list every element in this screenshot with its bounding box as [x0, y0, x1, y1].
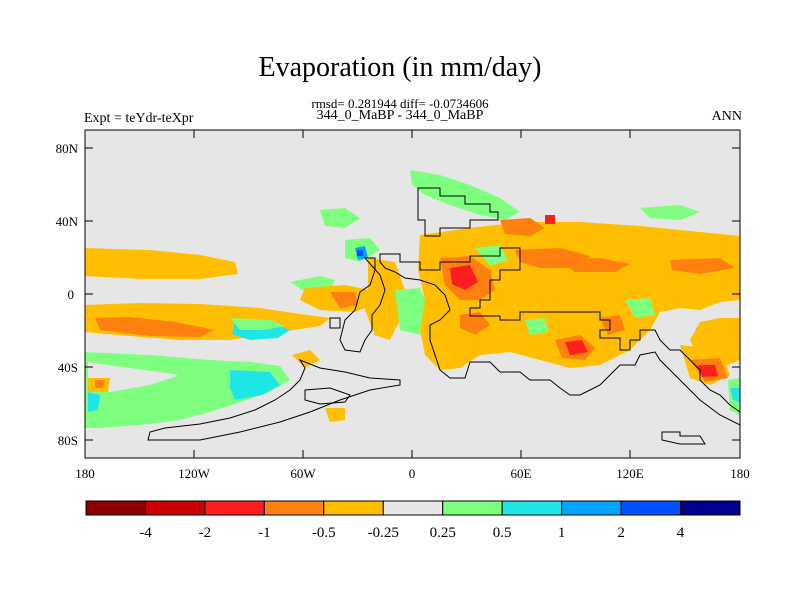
contour-fill — [560, 258, 630, 272]
y-tick-labels: 80N 40N 0 40S 80S — [56, 141, 79, 448]
colorbar-swatch — [323, 500, 384, 516]
x-tick-label: 180 — [730, 466, 750, 481]
contour-fill — [525, 318, 548, 335]
land-outline — [304, 387, 351, 405]
y-tick-label: 80S — [58, 433, 78, 448]
y-tick-marks — [85, 147, 740, 441]
cases-subtitle: 344_0_MaBP - 344_0_MaBP — [316, 108, 484, 123]
x-tick-label: 60E — [511, 466, 532, 481]
colorbar-label: -0.5 — [312, 525, 336, 541]
colorbar-label: 0.5 — [493, 525, 512, 541]
contour-fill — [640, 205, 700, 220]
colorbar-label: -4 — [139, 525, 152, 541]
contour-fill — [625, 298, 655, 318]
contour-fill — [460, 312, 490, 335]
contour-fill — [410, 170, 520, 220]
colorbar-label: -1 — [258, 525, 271, 541]
colorbar: -4 -2 -1 -0.5 -0.25 0.25 0.5 1 2 4 — [85, 500, 741, 541]
continent-outlines — [147, 187, 741, 445]
contour-fill — [85, 248, 238, 279]
colorbar-swatch — [204, 500, 265, 516]
colorbar-label: 4 — [677, 525, 685, 541]
contour-fill — [545, 215, 555, 224]
contour-fill — [698, 365, 718, 377]
colorbar-swatch — [144, 500, 206, 516]
contour-fill — [95, 380, 105, 388]
colorbar-swatch — [382, 500, 444, 516]
colorbar-swatch — [442, 500, 503, 516]
x-tick-label: 0 — [409, 466, 416, 481]
land-outline — [417, 187, 499, 237]
y-tick-label: 40N — [56, 214, 79, 229]
season-label: ANN — [711, 109, 742, 124]
colorbar-swatch — [561, 500, 622, 516]
land-outline — [147, 358, 401, 441]
colorbar-swatch — [620, 500, 682, 516]
colorbar-label: 1 — [558, 525, 566, 541]
contour-fill — [565, 340, 588, 355]
contour-fill — [95, 317, 215, 337]
contour-fill — [357, 250, 363, 256]
x-tick-labels: 180 120W 60W 0 60E 120E 180 — [75, 466, 750, 481]
y-tick-label: 40S — [58, 360, 78, 375]
y-tick-label: 80N — [56, 141, 79, 156]
land-outline — [329, 317, 341, 329]
x-tick-label: 180 — [75, 466, 95, 481]
x-tick-marks — [84, 130, 741, 458]
contour-fill — [365, 258, 405, 340]
contour-fill — [330, 292, 358, 308]
stats-subtitle: rmsd= 0.281944 diff= -0.0734606 — [311, 96, 489, 111]
colorbar-label: -2 — [199, 525, 212, 541]
contour-fill — [88, 362, 180, 392]
contour-fill — [230, 318, 285, 330]
contour-fill — [450, 265, 478, 290]
y-tick-label: 0 — [68, 287, 75, 302]
contour-fill — [292, 350, 320, 368]
land-outline — [661, 431, 706, 445]
x-tick-label: 60W — [290, 466, 316, 481]
contour-fill — [230, 370, 280, 400]
land-outline — [379, 247, 741, 426]
contour-fill — [88, 392, 100, 412]
contour-fill — [325, 408, 345, 422]
contour-fill — [670, 258, 735, 274]
colorbar-swatch — [501, 500, 563, 516]
colorbar-label: -0.25 — [368, 525, 399, 541]
colorbar-swatch — [85, 500, 146, 516]
evaporation-field — [85, 130, 740, 458]
contour-fill — [730, 388, 740, 402]
colorbar-swatch — [680, 500, 741, 516]
contour-fill — [500, 218, 545, 236]
colorbar-label: 2 — [617, 525, 625, 541]
colorbar-label: 0.25 — [430, 525, 456, 541]
contour-fill — [320, 208, 360, 228]
experiment-label: Expt = teYdr-teXpr — [84, 111, 194, 126]
land-outline — [339, 257, 386, 353]
x-tick-label: 120E — [616, 466, 644, 481]
x-tick-label: 120W — [178, 466, 211, 481]
colorbar-swatch — [263, 500, 325, 516]
plot-title: Evaporation (in mm/day) — [258, 52, 542, 83]
